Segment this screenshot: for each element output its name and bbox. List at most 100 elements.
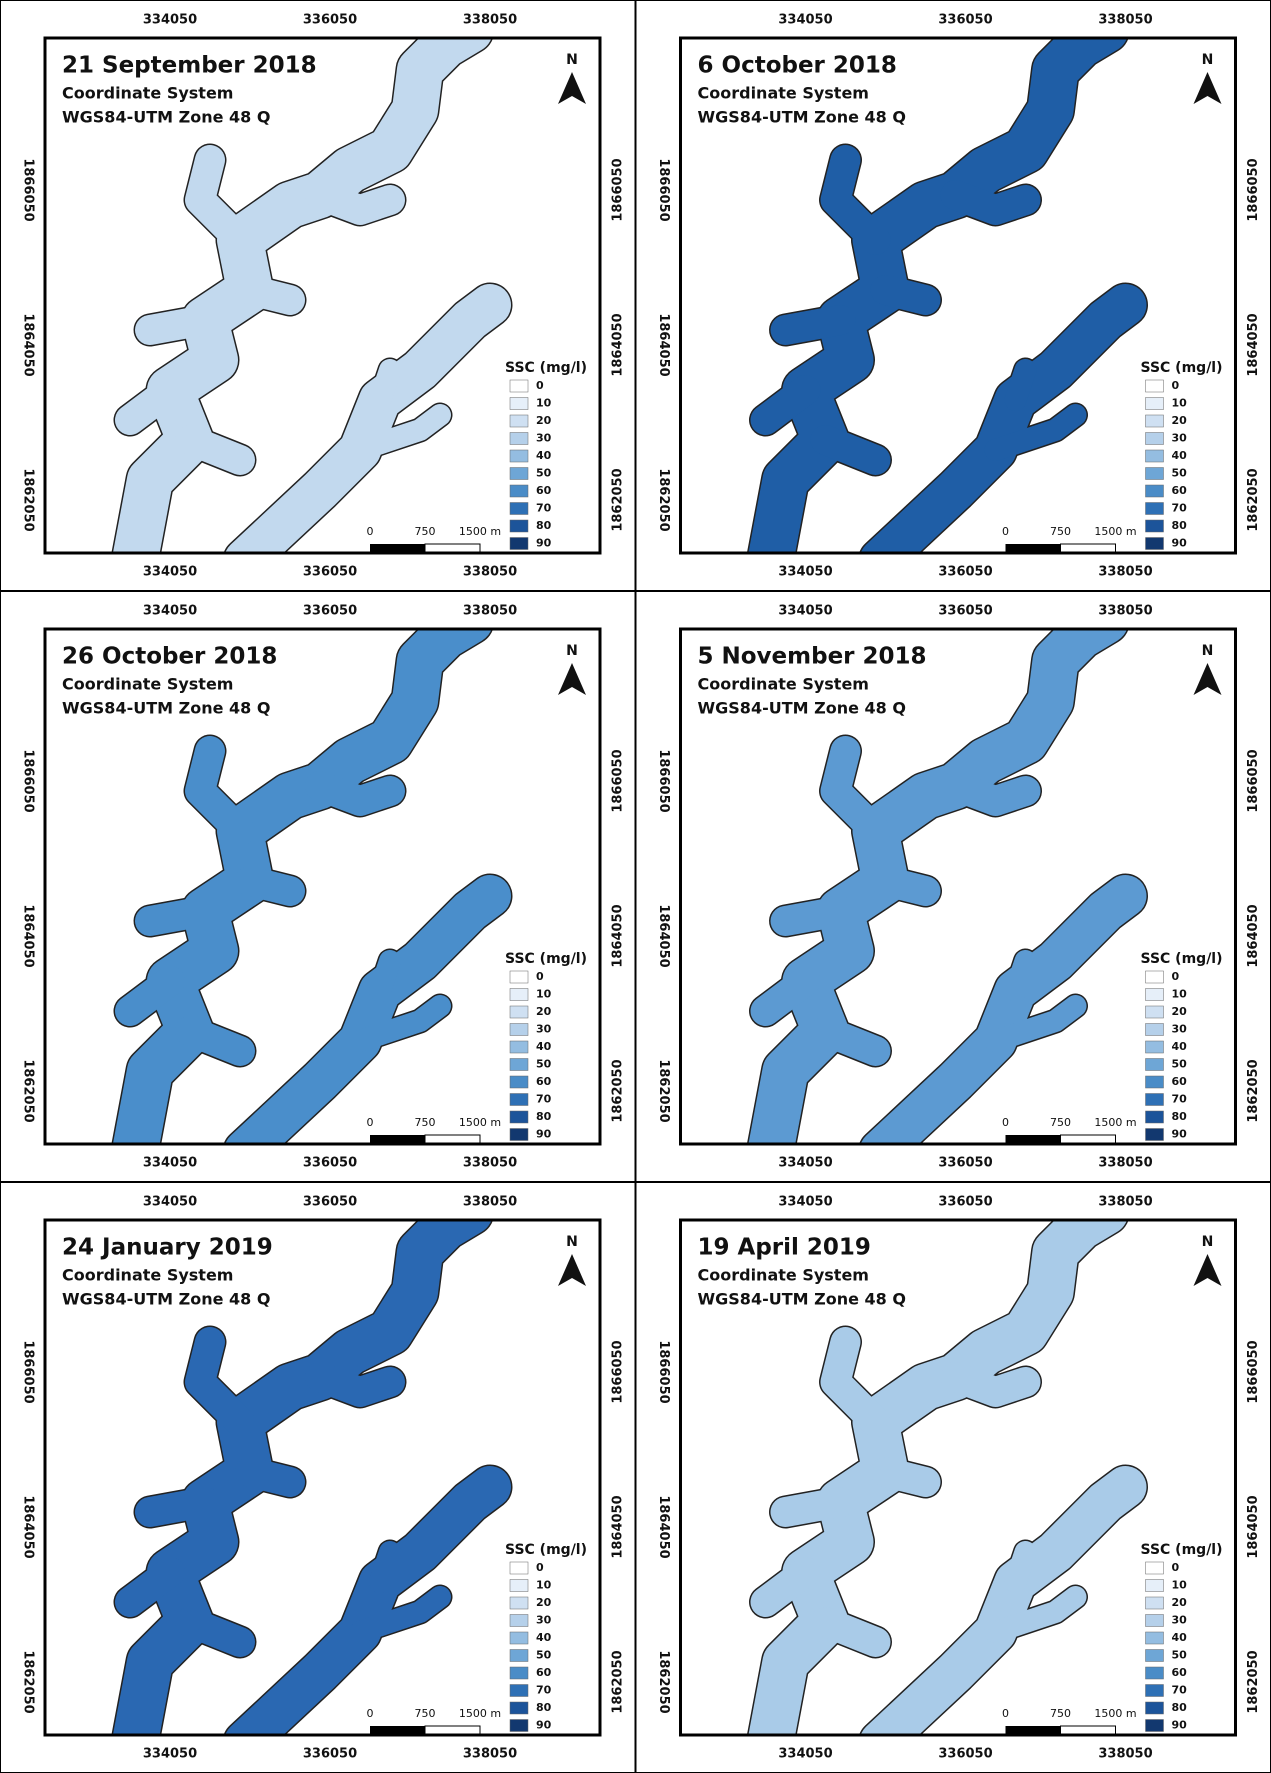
legend-swatch bbox=[509, 1649, 529, 1662]
scale-bar-white bbox=[1060, 543, 1116, 553]
x-coord-label: 334050 bbox=[143, 1747, 197, 1762]
water bbox=[175, 1016, 255, 1066]
crs: WGS84-UTM Zone 48 Q bbox=[698, 1290, 906, 1309]
y-coord-label: 1866050 bbox=[1246, 158, 1261, 221]
legend-swatch bbox=[509, 537, 529, 550]
legend-swatch bbox=[509, 502, 529, 515]
crs: WGS84-UTM Zone 48 Q bbox=[698, 699, 906, 718]
water bbox=[135, 305, 220, 345]
legend-swatch bbox=[509, 519, 529, 533]
water bbox=[770, 305, 856, 345]
north-label: N bbox=[566, 643, 578, 659]
water bbox=[770, 896, 856, 936]
y-coord-label: 1862050 bbox=[656, 468, 671, 531]
legend-label: 80 bbox=[1172, 1701, 1188, 1714]
y-coord-label: 1864050 bbox=[611, 1495, 626, 1558]
map-panel: 334050 334050 336050 336050 338050 338050 1866… bbox=[635, 591, 1271, 1182]
map-frame bbox=[679, 36, 1237, 555]
legend-label: 40 bbox=[1172, 449, 1188, 462]
x-coord-label: 336050 bbox=[303, 1156, 357, 1171]
legend-label: 90 bbox=[536, 1128, 552, 1141]
water bbox=[112, 629, 492, 1144]
water bbox=[870, 275, 941, 315]
y-coord-label: 1864050 bbox=[611, 904, 626, 967]
scale-label: 1500 m bbox=[459, 525, 501, 538]
water bbox=[175, 425, 255, 475]
legend-label: 30 bbox=[536, 1023, 552, 1036]
x-coord-label: 334050 bbox=[778, 13, 832, 28]
y-coord-label: 1862050 bbox=[1246, 1650, 1261, 1713]
legend-swatch bbox=[1145, 970, 1164, 984]
y-coord-label: 1866050 bbox=[21, 1340, 36, 1403]
legend-label: 60 bbox=[1172, 1666, 1188, 1679]
scale-label: 750 bbox=[1050, 1707, 1071, 1720]
x-coord-label: 334050 bbox=[778, 604, 832, 619]
legend-swatch bbox=[1145, 1719, 1164, 1732]
scale-bar-black bbox=[370, 544, 425, 552]
legend-swatch bbox=[509, 449, 529, 463]
x-coord-label: 338050 bbox=[463, 604, 517, 619]
water bbox=[305, 180, 405, 225]
legend-label: 0 bbox=[536, 379, 544, 392]
water bbox=[115, 966, 185, 1026]
legend-label: 90 bbox=[1172, 1128, 1188, 1141]
water bbox=[305, 1362, 405, 1407]
x-coord-label: 338050 bbox=[1098, 13, 1152, 28]
legend-swatch bbox=[509, 397, 529, 410]
scale-label: 0 bbox=[1002, 1707, 1009, 1720]
scale-label: 1500 m bbox=[1094, 1707, 1136, 1720]
legend-title: SSC (mg/l) bbox=[505, 1542, 587, 1558]
legend-label: 90 bbox=[1172, 1719, 1188, 1732]
x-coord-label: 338050 bbox=[463, 1195, 517, 1210]
water bbox=[369, 359, 401, 411]
scale-bar-white bbox=[1060, 1725, 1116, 1735]
scale-label: 0 bbox=[1002, 525, 1009, 538]
map-panel: 334050 334050 336050 336050 338050 338050 1866… bbox=[0, 1182, 636, 1773]
scale-label: 750 bbox=[415, 1707, 436, 1720]
legend-label: 0 bbox=[1172, 970, 1180, 983]
water bbox=[185, 1327, 255, 1437]
water bbox=[750, 375, 821, 435]
legend-swatch bbox=[1145, 1040, 1164, 1054]
x-coord-label: 338050 bbox=[463, 1156, 517, 1171]
scale-label: 0 bbox=[367, 525, 374, 538]
north-label: N bbox=[1202, 643, 1214, 659]
scale-label: 750 bbox=[1050, 1116, 1071, 1129]
legend-swatch bbox=[509, 1719, 529, 1732]
legend-swatch bbox=[509, 1023, 529, 1036]
legend-label: 50 bbox=[536, 1058, 552, 1071]
y-coord-label: 1866050 bbox=[656, 1340, 671, 1403]
scale-bar-black bbox=[1005, 1135, 1061, 1143]
y-coord-label: 1866050 bbox=[1246, 749, 1261, 812]
scale-label: 1500 m bbox=[459, 1707, 501, 1720]
water bbox=[235, 275, 305, 315]
panel-border bbox=[0, 591, 636, 1182]
water-body bbox=[111, 38, 513, 553]
legend-label: 50 bbox=[536, 467, 552, 480]
legend-swatch bbox=[1145, 484, 1164, 498]
water-body bbox=[746, 629, 1148, 1144]
legend-label: 80 bbox=[536, 1110, 552, 1123]
legend-label: 30 bbox=[536, 432, 552, 445]
water bbox=[860, 284, 1147, 553]
water bbox=[175, 1607, 255, 1657]
x-coord-label: 338050 bbox=[1098, 1195, 1152, 1210]
x-coord-label: 338050 bbox=[463, 13, 517, 28]
y-coord-label: 1866050 bbox=[21, 749, 36, 812]
legend-swatch bbox=[1145, 1684, 1164, 1697]
scale-bar-white bbox=[424, 543, 481, 553]
legend-label: 40 bbox=[1172, 1631, 1188, 1644]
x-coord-label: 334050 bbox=[778, 1156, 832, 1171]
scale-bar-white bbox=[424, 1134, 481, 1144]
legend-title: SSC (mg/l) bbox=[505, 951, 587, 967]
water-body bbox=[746, 38, 1148, 553]
legend-label: 60 bbox=[1172, 1075, 1188, 1088]
legend-label: 10 bbox=[1172, 397, 1188, 410]
y-coord-label: 1866050 bbox=[611, 1340, 626, 1403]
legend-label: 80 bbox=[1172, 1110, 1188, 1123]
water bbox=[185, 736, 255, 846]
legend-swatch bbox=[1145, 1649, 1164, 1662]
legend-swatch bbox=[509, 1093, 529, 1106]
legend-swatch bbox=[1145, 1005, 1164, 1019]
y-coord-label: 1864050 bbox=[656, 904, 671, 967]
